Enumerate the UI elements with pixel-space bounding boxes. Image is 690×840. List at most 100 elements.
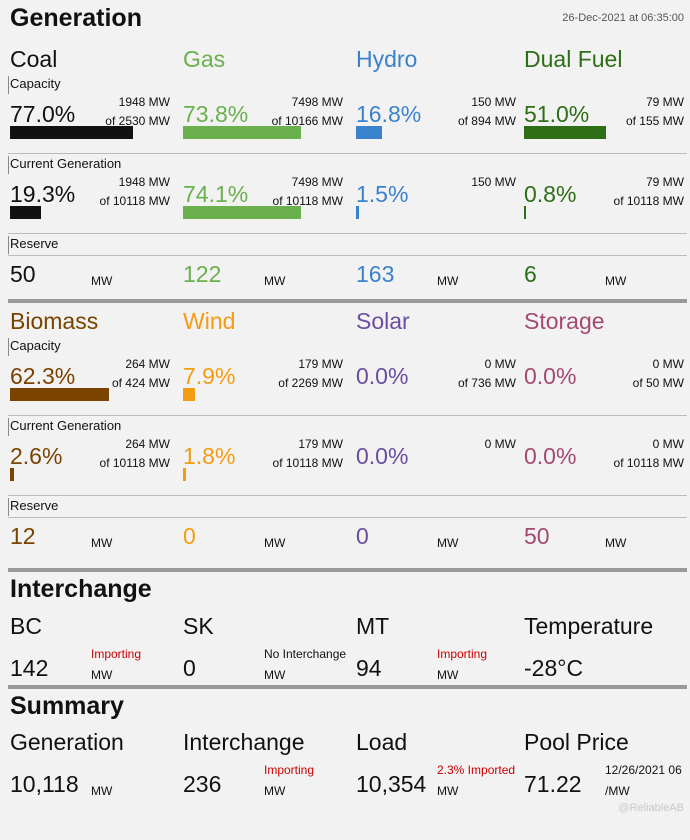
row-bracket [8,236,9,254]
storage-current-total: of 10118 MW [613,456,684,470]
pool-price-date: 12/26/2021 06 [605,763,682,777]
gas-reserve-value: 122 [183,261,222,287]
unit-label: MW [437,784,459,798]
hydro-capacity-bar [356,126,382,139]
wind-current-total: of 10118 MW [272,456,343,470]
pool-price-label: Pool Price [524,729,629,755]
solar-capacity-percent: 0.0% [356,363,409,389]
unit-label: MW [91,784,113,798]
hydro-capacity-mw: 150 MW [471,95,516,109]
wind-current-percent: 1.8% [183,443,236,469]
solar-current-percent: 0.0% [356,443,409,469]
unit-label: MW [264,274,286,288]
interchange-mt-status: Importing [437,647,488,661]
solar-reserve-value: 0 [356,523,369,549]
dual-fuel-capacity-total: of 155 MW [625,114,684,128]
wind-current-mw: 179 MW [298,437,343,451]
interchange-bc-status: Importing [91,647,142,661]
unit-label: MW [264,536,286,550]
interchange-title: Interchange [10,575,152,603]
current-generation-row-label: Current Generation [10,156,122,171]
row-bracket [8,76,9,94]
solar-capacity-total: of 736 MW [457,376,516,390]
solar-capacity-mw: 0 MW [484,357,516,371]
coal-current-mw: 1948 MW [118,175,170,189]
unit-label: MW [605,274,627,288]
pool-price-unit: /MW [605,784,630,798]
unit-label: MW [437,274,459,288]
summary-generation-label: Generation [10,729,124,755]
summary-load-label: Load [356,729,408,755]
gas-capacity-mw: 7498 MW [291,95,343,109]
solar-name: Solar [356,308,410,334]
coal-capacity-bar [10,126,133,139]
reserve-row-label: Reserve [10,236,59,251]
dual-fuel-current-bar [524,206,526,219]
unit-label: MW [91,536,113,550]
dual-fuel-capacity-mw: 79 MW [645,95,684,109]
summary-title: Summary [10,692,124,720]
row-bracket [8,498,9,516]
coal-name: Coal [10,46,58,72]
summary-load-status: 2.3% Imported [437,763,516,777]
hydro-name: Hydro [356,46,418,72]
storage-capacity-mw: 0 MW [652,357,684,371]
dual-fuel-reserve-value: 6 [524,261,537,287]
gas-capacity-percent: 73.8% [183,101,249,127]
row-bracket [8,338,9,356]
unit-label: MW [91,668,113,682]
dual-fuel-capacity-percent: 51.0% [524,101,590,127]
hydro-reserve-value: 163 [356,261,395,287]
row-bracket [8,418,9,436]
gas-current-bar [183,206,301,219]
solar-current-mw: 0 MW [484,437,516,451]
biomass-reserve-value: 12 [10,523,36,549]
gas-current-mw: 7498 MW [291,175,343,189]
biomass-capacity-bar [10,388,109,401]
summary-load-value: 10,354 [356,771,427,797]
gas-name: Gas [183,46,226,72]
storage-capacity-percent: 0.0% [524,363,577,389]
hydro-current-mw: 150 MW [471,175,516,189]
gas-capacity-bar [183,126,301,139]
wind-name: Wind [183,308,236,334]
biomass-capacity-total: of 424 MW [111,376,170,390]
biomass-name: Biomass [10,308,99,334]
hydro-capacity-total: of 894 MW [457,114,516,128]
summary-generation-value: 10,118 [10,771,79,797]
storage-current-percent: 0.0% [524,443,577,469]
unit-label: MW [91,274,113,288]
interchange-sk-status: No Interchange [264,647,347,661]
current-generation-row-label: Current Generation [10,418,122,433]
dual-fuel-capacity-bar [524,126,606,139]
coal-capacity-mw: 1948 MW [118,95,170,109]
pool-price-value: 71.22 [524,771,582,797]
capacity-row-label: Capacity [10,338,61,353]
storage-reserve-value: 50 [524,523,550,549]
hydro-current-percent: 1.5% [356,181,409,207]
row-bracket [8,156,9,174]
dual-fuel-name: Dual Fuel [524,46,623,72]
wind-capacity-mw: 179 MW [298,357,343,371]
credit-watermark: @ReliableAB [618,802,684,814]
interchange-mt-value: 94 [356,655,382,681]
interchange-mt-label: MT [356,613,390,639]
row-divider [8,255,687,256]
coal-reserve-value: 50 [10,261,36,287]
coal-capacity-total: of 2530 MW [105,114,170,128]
unit-label: MW [437,536,459,550]
biomass-capacity-mw: 264 MW [125,357,170,371]
gas-capacity-total: of 10166 MW [271,114,343,128]
coal-current-bar [10,206,41,219]
storage-current-mw: 0 MW [652,437,684,451]
unit-label: MW [264,668,286,682]
coal-current-total: of 10118 MW [99,194,170,208]
summary-interchange-label: Interchange [183,729,305,755]
row-divider [8,517,687,518]
summary-interchange-value: 236 [183,771,222,797]
reserve-row-label: Reserve [10,498,59,513]
temperature-label: Temperature [524,613,654,639]
timestamp: 26-Dec-2021 at 06:35:00 [562,12,684,24]
unit-label: MW [605,536,627,550]
section-divider [8,299,687,303]
